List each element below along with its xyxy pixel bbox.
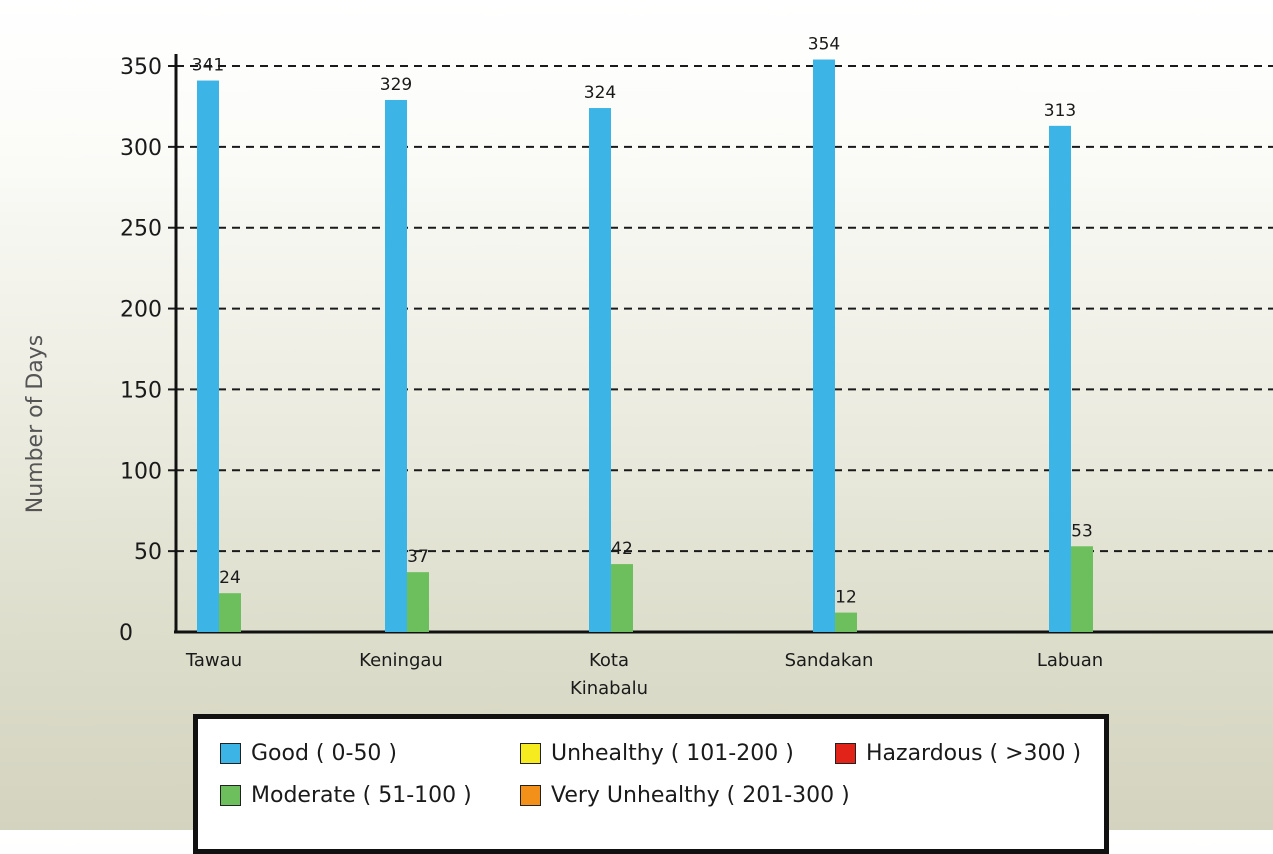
legend-item-good: Good ( 0-50 ) [220, 741, 397, 766]
data-label-moderate: 37 [407, 547, 429, 567]
x-category-label: Labuan [1037, 650, 1103, 671]
legend-item-moderate: Moderate ( 51-100 ) [220, 783, 472, 808]
x-category-label: Sandakan [785, 650, 874, 671]
legend-label-moderate: Moderate ( 51-100 ) [251, 783, 472, 808]
data-label-good: 324 [584, 83, 616, 103]
legend-swatch-moderate [220, 785, 241, 806]
legend: Good ( 0-50 ) Unhealthy ( 101-200 ) Haza… [193, 714, 1109, 854]
labels: 0 50 100 150 200 250 300 350 341 329 324 354 313 24 37… [119, 35, 1103, 699]
x-category-label: Kota [589, 650, 629, 671]
bar-good [589, 108, 611, 632]
bar-moderate [219, 593, 241, 632]
axes [168, 54, 1273, 634]
bar-chart: 0 50 100 150 200 250 300 350 341 329 324 354 313 24 37… [23, 35, 1273, 699]
legend-item-unhealthy: Unhealthy ( 101-200 ) [520, 741, 794, 766]
legend-label-very-unhealthy: Very Unhealthy ( 201-300 ) [551, 783, 850, 808]
y-tick-label: 250 [120, 217, 162, 242]
y-tick-label: 200 [120, 298, 162, 323]
bar-moderate [611, 564, 633, 632]
bar-good [197, 80, 219, 633]
legend-swatch-hazardous [835, 743, 856, 764]
bar-good [813, 59, 835, 632]
data-label-good: 341 [192, 56, 224, 76]
y-tick-label: 50 [134, 540, 162, 565]
legend-label-hazardous: Hazardous ( >300 ) [866, 741, 1082, 766]
bar-moderate [835, 612, 857, 632]
data-label-moderate: 24 [219, 568, 241, 588]
y-tick-label: 100 [120, 459, 162, 484]
y-tick-label: 350 [120, 55, 162, 80]
bar-good [385, 99, 407, 632]
data-label-moderate: 53 [1071, 521, 1093, 541]
legend-item-hazardous: Hazardous ( >300 ) [835, 741, 1081, 766]
y-axis-title: Number of Days [23, 335, 48, 513]
bar-good [1049, 125, 1071, 632]
data-label-good: 329 [380, 75, 412, 95]
y-tick-label: 0 [119, 621, 133, 646]
legend-swatch-good [220, 743, 241, 764]
legend-label-good: Good ( 0-50 ) [251, 741, 398, 766]
y-tick-label: 150 [120, 378, 162, 403]
x-category-label: Tawau [185, 650, 242, 671]
data-label-moderate: 12 [835, 588, 857, 608]
data-label-moderate: 42 [611, 539, 633, 559]
bar-moderate [407, 572, 429, 632]
y-tick-label: 300 [120, 136, 162, 161]
x-category-label: Kinabalu [570, 678, 648, 699]
x-category-label: Keningau [359, 650, 443, 671]
bar-moderate [1071, 546, 1093, 632]
data-label-good: 354 [808, 35, 840, 55]
legend-swatch-unhealthy [520, 743, 541, 764]
legend-swatch-very-unhealthy [520, 785, 541, 806]
grid-lines [176, 65, 1273, 553]
legend-item-very-unhealthy: Very Unhealthy ( 201-300 ) [520, 783, 850, 808]
data-label-good: 313 [1044, 101, 1076, 121]
legend-label-unhealthy: Unhealthy ( 101-200 ) [551, 741, 794, 766]
bars [197, 59, 1093, 633]
